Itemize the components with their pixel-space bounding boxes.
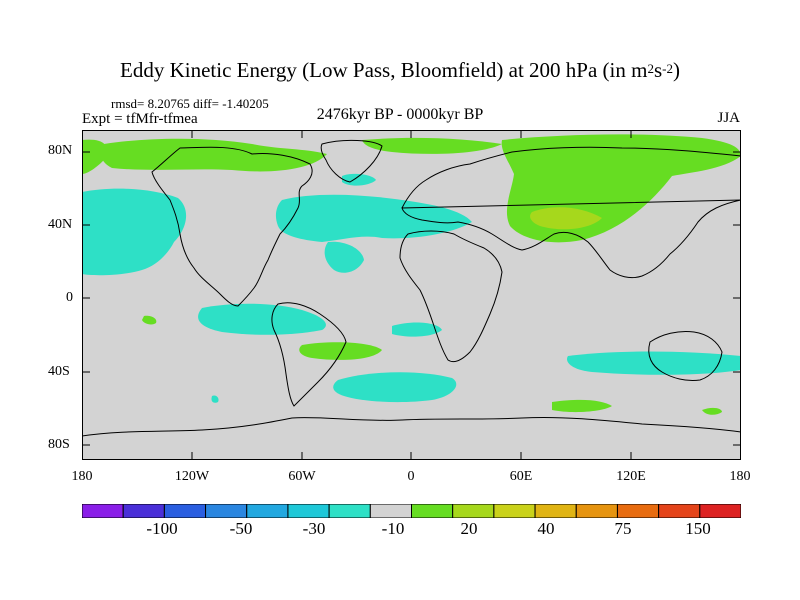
- colorbar-label: 150: [685, 519, 711, 538]
- colorbar-label: 75: [614, 519, 632, 538]
- colorbar-swatch: [328, 504, 371, 518]
- period-label: 2476kyr BP - 0000kyr BP: [316, 106, 484, 123]
- season-label: JJA: [717, 110, 740, 126]
- colorbar-swatch: [122, 504, 165, 518]
- positive-medium-region: [530, 207, 602, 230]
- colorbar-label: -100: [146, 519, 178, 538]
- colorbar-label: -50: [229, 519, 253, 538]
- colorbar-label: -30: [302, 519, 326, 538]
- lon-label-120w: 120W: [174, 469, 210, 484]
- coastlines: [82, 139, 741, 437]
- greenland-coast: [320, 139, 383, 183]
- colorbar-swatch: [575, 504, 618, 518]
- colorbar-swatch: [246, 504, 289, 518]
- lat-label-eq: 0: [66, 290, 73, 305]
- colorbar-swatch: [205, 504, 248, 518]
- lon-label-120e: 120E: [616, 469, 646, 484]
- lon-label-0: 0: [407, 469, 415, 484]
- colorbar-label: 20: [460, 519, 478, 538]
- colorbar-swatch: [616, 504, 660, 518]
- rmsd-diff-line: rmsd= 8.20765 diff= -1.40205: [111, 96, 269, 111]
- experiment-label: Expt = tfMfr-tfmea: [82, 111, 198, 127]
- colorbar-swatch: [493, 504, 536, 518]
- lat-label-40n: 40N: [48, 217, 73, 232]
- colorbar-label: -10: [381, 519, 405, 538]
- lon-label-180e: 180: [729, 469, 751, 484]
- axis-ticks: [82, 130, 741, 460]
- lat-label-40s: 40S: [48, 364, 70, 379]
- lon-label-60w: 60W: [288, 469, 316, 484]
- colorbar-label: 40: [537, 519, 555, 538]
- lat-label-80n: 80N: [48, 143, 73, 158]
- lat-label-80s: 80S: [48, 437, 70, 452]
- lon-label-180w: 180: [71, 469, 93, 484]
- colorbar-swatch: [411, 504, 454, 518]
- south-america-coast: [271, 302, 347, 407]
- colorbar-swatch: [369, 504, 412, 518]
- colorbar-swatch: [699, 504, 741, 518]
- eurasia-coast: [401, 146, 741, 279]
- plot-title: Eddy Kinetic Energy (Low Pass, Bloomfiel…: [120, 58, 680, 82]
- colorbar-swatch: [658, 504, 701, 518]
- antarctica-coast: [82, 416, 741, 437]
- africa-coast: [399, 230, 503, 363]
- map-plot: [82, 130, 741, 460]
- colorbar-swatch: [163, 504, 207, 518]
- negative-anomaly-regions: [82, 173, 741, 403]
- colorbar-swatch: [452, 504, 495, 518]
- north-america-coast: [151, 146, 313, 307]
- colorbar: [82, 504, 741, 518]
- australia-coast: [648, 331, 723, 381]
- lon-label-60e: 60E: [509, 469, 533, 484]
- colorbar-swatch: [82, 504, 124, 518]
- colorbar-swatch: [287, 504, 330, 518]
- colorbar-swatch: [534, 504, 577, 518]
